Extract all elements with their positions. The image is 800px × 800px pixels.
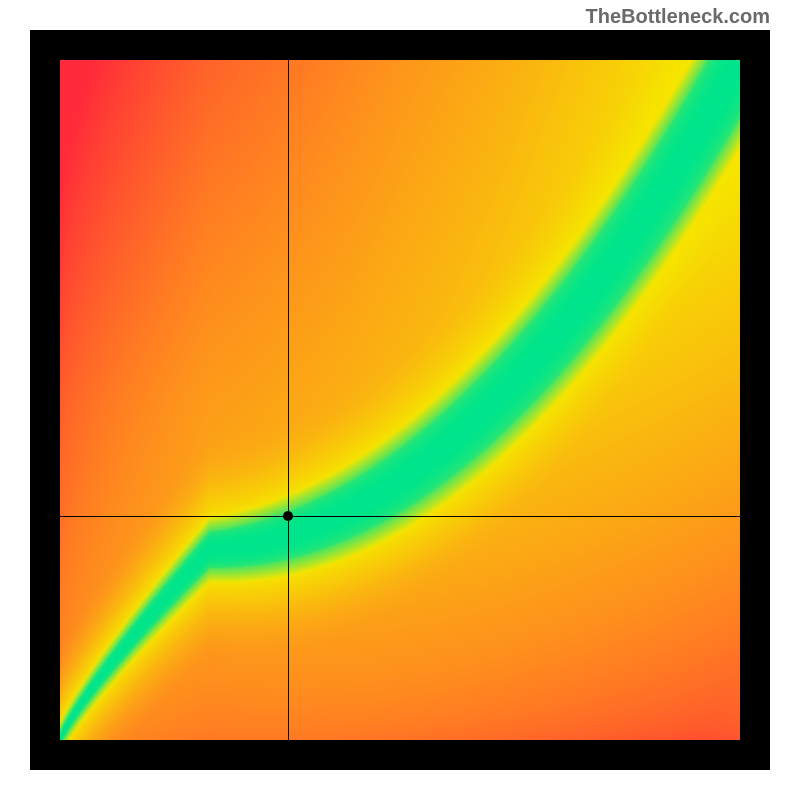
plot-area <box>60 60 740 740</box>
crosshair-horizontal <box>60 516 740 517</box>
crosshair-vertical <box>288 60 289 740</box>
watermark-text: TheBottleneck.com <box>586 6 770 29</box>
crosshair-dot <box>283 511 293 521</box>
outer-frame <box>30 30 770 770</box>
heatmap-canvas <box>60 60 740 740</box>
bottleneck-chart: TheBottleneck.com <box>0 0 800 800</box>
